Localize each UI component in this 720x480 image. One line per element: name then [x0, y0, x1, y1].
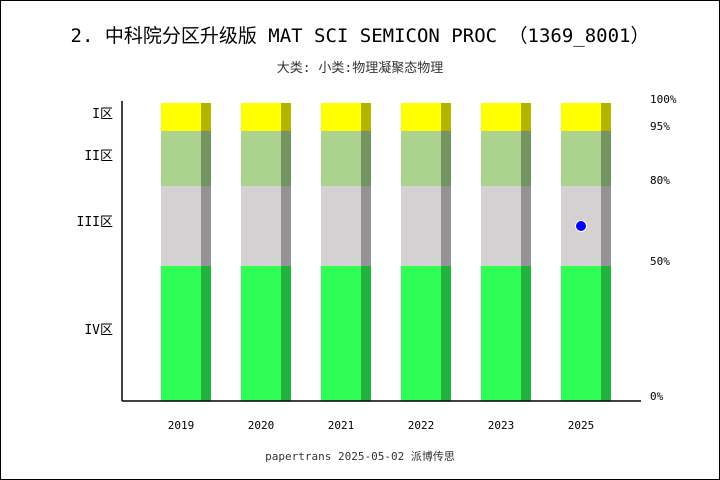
chart-title: 2. 中科院分区升级版 MAT SCI SEMICON PROC （1369_8… [70, 25, 650, 47]
bar-segment-shade [521, 103, 531, 131]
pct-tick-100: 100% [650, 93, 677, 106]
bar-segment [401, 186, 441, 266]
bar-segment [241, 266, 281, 401]
bar-segment [481, 186, 521, 266]
zone-label-2: II区 [84, 149, 113, 164]
bar-segment-shade [441, 266, 451, 401]
bar-segment [241, 186, 281, 266]
x-tick-label: 2025 [567, 419, 595, 432]
pct-tick-50: 50% [650, 255, 670, 268]
bar-segment-shade [441, 186, 451, 266]
bar-segment-shade [281, 103, 291, 131]
bar-segment [321, 186, 361, 266]
bar-segment [161, 131, 201, 186]
bar-segment-shade [361, 266, 371, 401]
bar-segment [161, 103, 201, 131]
bar-segment-shade [201, 186, 211, 266]
bar-segment [161, 266, 201, 401]
bar-segment-shade [521, 186, 531, 266]
chart-subtitle: 大类: 小类:物理凝聚态物理 [276, 61, 444, 76]
bar-segment-shade [361, 131, 371, 186]
footer-credit: papertrans 2025-05-02 派博传思 [265, 450, 455, 463]
bar-segment-shade [281, 186, 291, 266]
x-tick-label: 2022 [407, 419, 435, 432]
rank-marker [575, 220, 587, 232]
bar-segment [561, 266, 601, 401]
pct-tick-80: 80% [650, 174, 670, 187]
bar-segment-shade [361, 186, 371, 266]
bar-segment [401, 103, 441, 131]
bar-segment-shade [201, 266, 211, 401]
pct-tick-0: 0% [650, 390, 664, 403]
pct-tick-95: 95% [650, 120, 670, 133]
bar-segment [481, 131, 521, 186]
x-tick-label: 2020 [247, 419, 275, 432]
bar-segment [401, 131, 441, 186]
bar-segment-shade [281, 131, 291, 186]
bar-segment [401, 266, 441, 401]
bar-segment-shade [441, 103, 451, 131]
bar-segment-shade [601, 131, 611, 186]
x-tick-label: 2019 [167, 419, 195, 432]
bar-segment-shade [601, 103, 611, 131]
bar-segment [481, 103, 521, 131]
x-tick-label: 2021 [327, 419, 355, 432]
bar-segment-shade [601, 186, 611, 266]
bar-segment-shade [281, 266, 291, 401]
zone-label-3: III区 [76, 215, 113, 230]
zone-label-1: I区 [92, 107, 113, 122]
x-tick-label: 2023 [487, 419, 515, 432]
bar-segment [241, 103, 281, 131]
zone-label-4: IV区 [84, 323, 113, 338]
bar-segment [321, 131, 361, 186]
bar-segment [321, 266, 361, 401]
bar-segment-shade [521, 266, 531, 401]
bar-segment [481, 266, 521, 401]
bar-segment [161, 186, 201, 266]
bar-segment [321, 103, 361, 131]
bar-segment-shade [361, 103, 371, 131]
bar-segment-shade [201, 103, 211, 131]
bar-segment-shade [601, 266, 611, 401]
bar-segment-shade [201, 131, 211, 186]
bar-segment [561, 103, 601, 131]
bar-segment-shade [521, 131, 531, 186]
bar-segment-shade [441, 131, 451, 186]
bar-segment [241, 131, 281, 186]
bar-segment [561, 131, 601, 186]
